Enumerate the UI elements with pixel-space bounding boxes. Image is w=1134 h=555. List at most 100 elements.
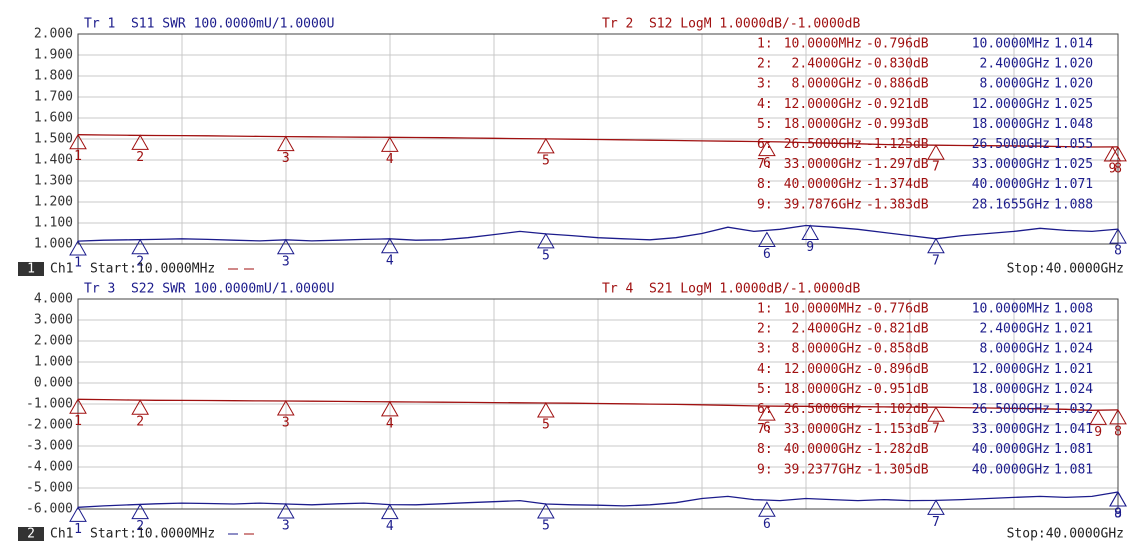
trace-title: Tr 2 S12 LogM 1.0000dB/-1.0000dB	[602, 17, 860, 32]
y-tick-label: 1.600	[34, 111, 73, 126]
marker	[276, 502, 295, 519]
marker-number: 4	[386, 519, 394, 534]
y-tick-label: 1.000	[34, 237, 73, 252]
y-tick-label: 2.000	[34, 27, 73, 42]
start-label: Start:10.0000MHz	[90, 527, 215, 542]
marker	[69, 506, 87, 522]
marker-freq: 40.0000GHz	[784, 442, 862, 457]
marker-row-label: 7:	[757, 157, 773, 172]
marker-value: 1.021	[1054, 362, 1093, 377]
y-tick-label: 1.300	[34, 174, 73, 189]
stop-label: Stop:40.0000GHz	[1007, 262, 1124, 277]
trace	[77, 134, 1119, 148]
marker-number: 3	[282, 518, 290, 533]
trace	[77, 491, 1119, 508]
marker-number: 9	[806, 240, 814, 255]
y-tick-label: 1.900	[34, 48, 73, 63]
y-tick-label: 1.400	[34, 153, 73, 168]
marker-number: 2	[136, 150, 144, 165]
marker-value: -1.125dB	[866, 137, 929, 152]
marker-number: 1	[74, 522, 82, 537]
marker-row-label: 6:	[757, 137, 773, 152]
marker-freq: 8.0000GHz	[980, 77, 1050, 92]
marker-value: 1.055	[1054, 137, 1093, 152]
marker-value: 1.020	[1054, 77, 1093, 92]
channel-label: Ch1	[50, 527, 73, 542]
marker-value: -1.305dB	[866, 462, 929, 477]
marker-number: 9	[1114, 506, 1122, 521]
y-tick-label: 1.700	[34, 90, 73, 105]
y-tick-label: 1.200	[34, 195, 73, 210]
marker	[380, 136, 399, 152]
marker-number: 5	[542, 417, 550, 432]
marker-freq: 10.0000MHz	[784, 302, 862, 317]
marker-freq: 10.0000MHz	[784, 37, 862, 52]
marker	[1103, 146, 1122, 162]
marker-row-label: 3:	[757, 77, 773, 92]
marker-row-label: 1:	[757, 37, 773, 52]
marker-freq: 8.0000GHz	[792, 77, 862, 92]
marker-value: 1.088	[1054, 197, 1093, 212]
marker-number: 5	[542, 153, 550, 168]
marker-number: 5	[542, 248, 550, 263]
y-tick-label: 3.000	[34, 313, 73, 328]
marker	[1109, 490, 1127, 507]
marker-value: -0.896dB	[866, 362, 929, 377]
marker-value: 1.025	[1054, 97, 1093, 112]
marker-number: 2	[136, 415, 144, 430]
marker-row-label: 2:	[757, 322, 773, 337]
marker	[131, 238, 150, 255]
marker-freq: 18.0000GHz	[972, 117, 1050, 132]
channel-number: 1	[27, 262, 35, 277]
marker-value: 1.071	[1054, 177, 1093, 192]
marker-value: 1.081	[1054, 442, 1093, 457]
marker-freq: 39.7876GHz	[784, 197, 862, 212]
marker-freq: 2.4000GHz	[980, 57, 1050, 72]
marker	[276, 400, 295, 416]
marker-value: -0.921dB	[866, 97, 929, 112]
marker-row-label: 4:	[757, 97, 773, 112]
marker-value: -1.374dB	[866, 177, 929, 192]
marker-freq: 2.4000GHz	[792, 57, 862, 72]
marker-freq: 33.0000GHz	[784, 157, 862, 172]
marker-freq: 10.0000MHz	[972, 37, 1050, 52]
plot-frame	[77, 33, 1119, 245]
y-tick-label: -1.000	[26, 397, 73, 412]
marker-number: 3	[282, 416, 290, 431]
marker-freq: 33.0000GHz	[784, 422, 862, 437]
marker	[380, 237, 399, 254]
marker-freq: 26.5000GHz	[972, 137, 1050, 152]
marker-freq: 40.0000GHz	[972, 462, 1050, 477]
marker	[131, 503, 150, 520]
y-tick-label: -3.000	[26, 439, 73, 454]
marker-freq: 8.0000GHz	[980, 342, 1050, 357]
stop-label: Stop:40.0000GHz	[1007, 527, 1124, 542]
marker-freq: 12.0000GHz	[972, 97, 1050, 112]
marker-number: 2	[136, 519, 144, 534]
marker-number: 7	[932, 515, 940, 530]
plot-frame	[77, 298, 1119, 510]
marker-row-label: 4:	[757, 362, 773, 377]
start-label: Start:10.0000MHz	[90, 262, 215, 277]
marker	[69, 398, 87, 414]
marker-freq: 18.0000GHz	[972, 382, 1050, 397]
channel-badge	[18, 527, 44, 541]
marker-row-label: 8:	[757, 442, 773, 457]
channel-badge	[18, 262, 44, 276]
marker-number: 9	[1094, 425, 1102, 440]
marker-value: 1.032	[1054, 402, 1093, 417]
y-tick-label: 1.800	[34, 69, 73, 84]
y-tick-label: 0.000	[34, 376, 73, 391]
marker	[1109, 408, 1127, 425]
y-tick-label: 1.100	[34, 216, 73, 231]
marker-row-label: 7:	[757, 422, 773, 437]
marker-number: 4	[386, 253, 394, 268]
y-tick-label: 1.000	[34, 355, 73, 370]
marker	[69, 240, 87, 256]
marker-value: 1.041	[1054, 422, 1093, 437]
marker-freq: 8.0000GHz	[792, 342, 862, 357]
marker-number: 6	[763, 421, 771, 436]
marker	[758, 501, 776, 517]
marker-value: -0.858dB	[866, 342, 929, 357]
marker-number: 2	[136, 254, 144, 269]
